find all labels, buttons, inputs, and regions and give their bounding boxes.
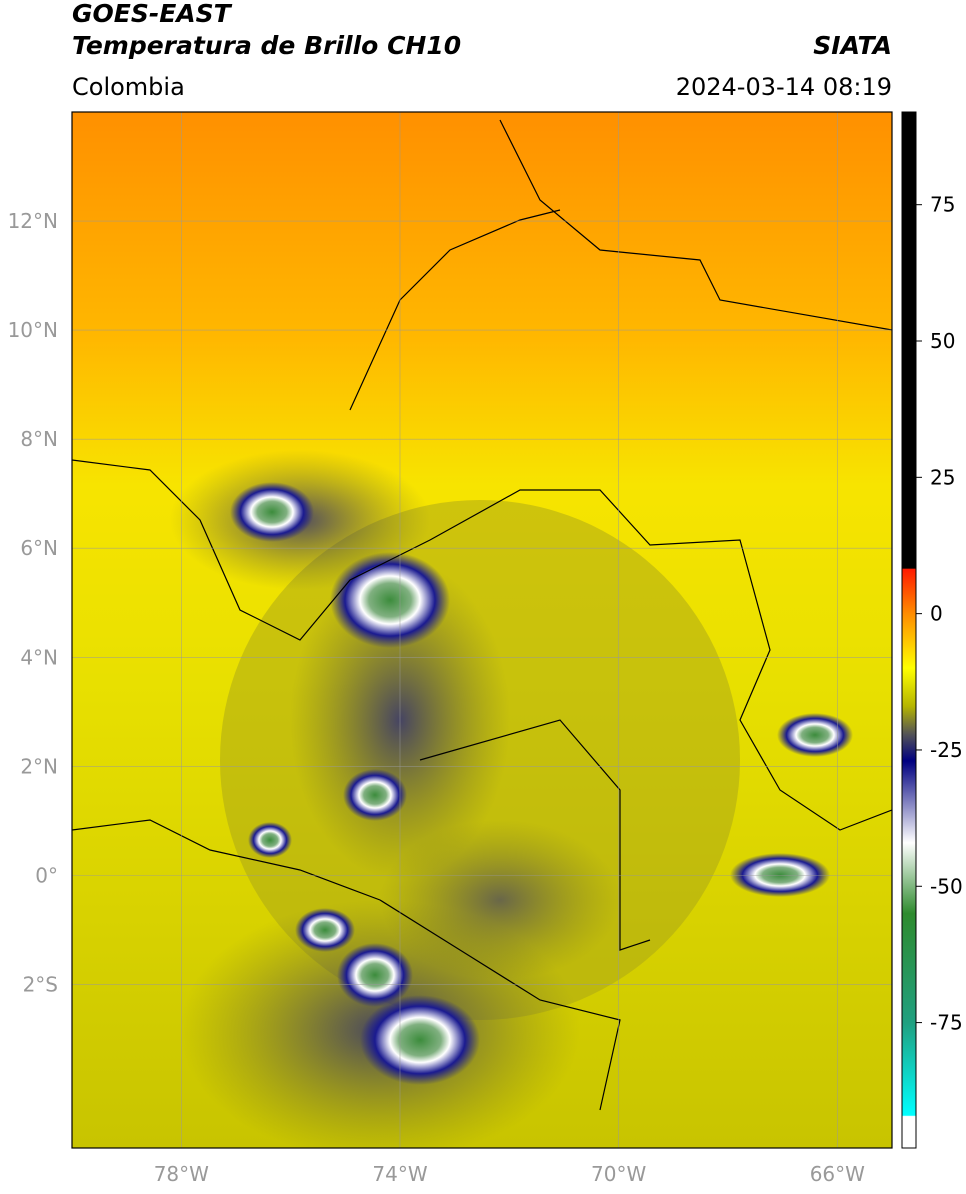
y-tick-label: 8°N bbox=[20, 427, 58, 451]
colorbar-tick-label: 75 bbox=[930, 193, 955, 217]
source: SIATA bbox=[813, 31, 892, 60]
subtitle: Temperatura de Brillo CH10 bbox=[72, 31, 461, 60]
colorbar-tick-label: 50 bbox=[930, 329, 955, 353]
colorbar-tick-label: -50 bbox=[930, 874, 963, 898]
colorbar-tick-label: -25 bbox=[930, 738, 963, 762]
region: Colombia bbox=[72, 73, 185, 101]
colorbar-tick-label: 0 bbox=[930, 602, 943, 626]
satellite-image bbox=[72, 112, 892, 1148]
y-tick-label: 2°N bbox=[20, 754, 58, 778]
x-tick-label: 70°W bbox=[591, 1162, 646, 1186]
y-tick-label: 6°N bbox=[20, 536, 58, 560]
x-tick-label: 66°W bbox=[810, 1162, 865, 1186]
y-tick-label: 2°S bbox=[23, 972, 58, 996]
x-tick-label: 78°W bbox=[154, 1162, 209, 1186]
datetime: 2024-03-14 08:19 bbox=[676, 73, 892, 101]
map-frame bbox=[71, 111, 893, 1149]
y-tick-label: 0° bbox=[35, 863, 58, 887]
y-tick-label: 4°N bbox=[20, 645, 58, 669]
colorbar-tick-label: 25 bbox=[930, 465, 955, 489]
y-tick-label: 10°N bbox=[8, 318, 58, 342]
x-tick-label: 74°W bbox=[372, 1162, 427, 1186]
colorbar-tick-label: -75 bbox=[930, 1011, 963, 1035]
borders bbox=[72, 119, 892, 1111]
title: GOES-EAST bbox=[72, 0, 233, 28]
colorbar bbox=[901, 111, 917, 1149]
y-tick-label: 12°N bbox=[8, 209, 58, 233]
